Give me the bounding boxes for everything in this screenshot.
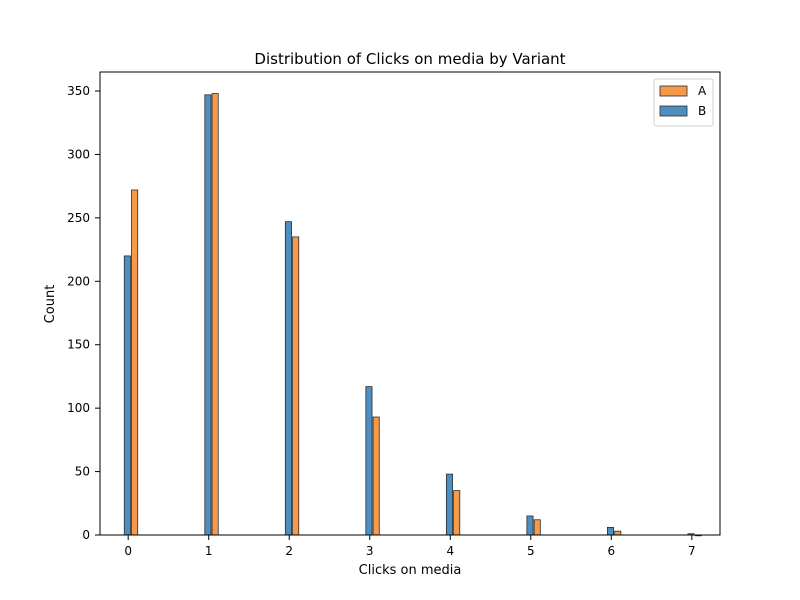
- x-axis-label: Clicks on media: [359, 563, 462, 578]
- bar-series-a-x-0: [131, 189, 139, 536]
- bar-series-b-x-4: [445, 473, 453, 536]
- bar-series-a-x-3: [372, 416, 380, 536]
- y-tick-label-0: 0: [82, 528, 90, 542]
- bar-series-a-x-1: [211, 93, 219, 536]
- bar-series-a-x-5: [533, 519, 541, 536]
- x-tick-label-4: 4: [446, 544, 454, 558]
- x-tick-label-7: 7: [688, 544, 696, 558]
- legend-swatch-a: [659, 85, 688, 97]
- bar-series-a-x-6: [614, 530, 622, 536]
- legend-swatch-b: [659, 105, 688, 117]
- bar-series-b-x-1: [204, 94, 212, 536]
- bars-layer: [123, 93, 702, 537]
- x-ticks-layer: 0 1 2 3 4 5 6 7: [124, 535, 696, 558]
- x-tick-label-0: 0: [124, 544, 132, 558]
- x-tick-label-2: 2: [285, 544, 293, 558]
- x-tick-label-1: 1: [205, 544, 213, 558]
- y-axis-label: Count: [43, 285, 58, 324]
- x-tick-label-3: 3: [366, 544, 374, 558]
- plot-frame: [99, 71, 721, 536]
- legend-label-a: A: [698, 84, 707, 98]
- bar-series-b-x-5: [526, 515, 534, 536]
- y-tick-label-150: 150: [67, 338, 90, 352]
- y-ticks-layer: 0 50 100 150 200 250 300 350: [67, 84, 100, 542]
- legend-label-b: B: [698, 104, 706, 118]
- chart-title: Distribution of Clicks on media by Varia…: [254, 50, 565, 68]
- y-tick-label-50: 50: [75, 465, 90, 479]
- legend: A B: [653, 78, 714, 127]
- bar-series-b-x-6: [606, 526, 614, 536]
- x-tick-label-5: 5: [527, 544, 535, 558]
- y-tick-label-300: 300: [67, 147, 90, 161]
- y-tick-label-350: 350: [67, 84, 90, 98]
- bar-series-b-x-3: [365, 386, 373, 536]
- x-tick-label-6: 6: [607, 544, 615, 558]
- bar-series-b-x-2: [284, 221, 292, 536]
- bar-series-a-x-2: [292, 236, 300, 536]
- y-tick-label-250: 250: [67, 211, 90, 225]
- y-tick-label-100: 100: [67, 401, 90, 415]
- bar-series-b-x-0: [123, 255, 131, 536]
- y-tick-label-200: 200: [67, 274, 90, 288]
- bar-series-a-x-4: [453, 490, 461, 536]
